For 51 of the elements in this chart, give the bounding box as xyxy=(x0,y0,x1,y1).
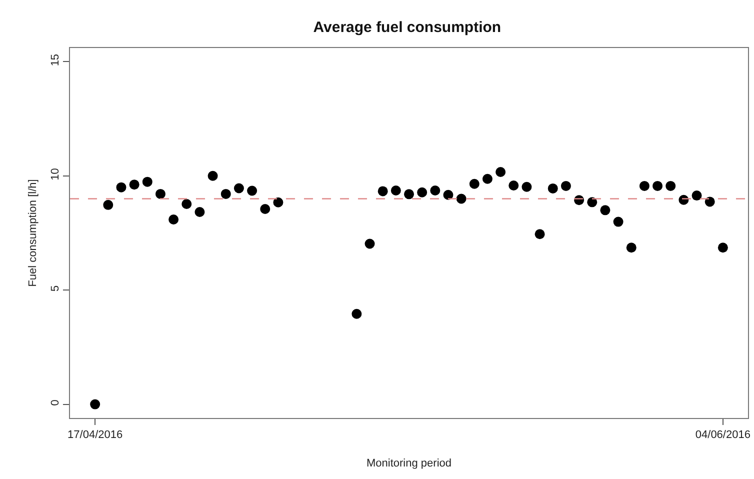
point xyxy=(182,198,192,209)
point xyxy=(587,197,598,208)
point xyxy=(456,194,466,204)
y-tick-label: 0 xyxy=(50,400,62,406)
point xyxy=(142,176,152,187)
point xyxy=(718,242,728,253)
point xyxy=(116,182,126,192)
point xyxy=(103,200,114,210)
point xyxy=(378,186,388,196)
point xyxy=(666,180,676,191)
point xyxy=(652,180,663,191)
point xyxy=(534,229,545,240)
point xyxy=(168,214,179,225)
point xyxy=(247,186,258,196)
point xyxy=(600,205,610,216)
x-axis-title: Monitoring period xyxy=(366,457,452,470)
y-axis-title: Fuel consumption [l/h] xyxy=(27,179,40,287)
point xyxy=(129,180,140,190)
point xyxy=(443,190,454,200)
point xyxy=(234,183,244,194)
point xyxy=(508,180,519,190)
point xyxy=(352,308,362,319)
point xyxy=(390,186,401,196)
point xyxy=(522,182,532,192)
point xyxy=(560,180,571,191)
point xyxy=(704,196,715,207)
point xyxy=(155,188,166,199)
point xyxy=(208,170,218,181)
point xyxy=(469,178,480,189)
point xyxy=(548,183,558,194)
point xyxy=(260,204,270,214)
chart-title: Average fuel consumption xyxy=(313,19,502,36)
point xyxy=(692,190,702,201)
point xyxy=(496,167,506,178)
point xyxy=(194,206,205,217)
point xyxy=(273,197,284,208)
x-tick-label: 04/06/2016 xyxy=(695,429,750,442)
point xyxy=(90,399,100,410)
point xyxy=(220,188,231,199)
x-tick-label: 17/04/2016 xyxy=(68,429,123,442)
y-tick-label: 10 xyxy=(50,168,62,180)
point xyxy=(430,186,440,196)
y-tick-label: 5 xyxy=(50,285,62,292)
y-tick-label: 15 xyxy=(50,54,62,66)
point xyxy=(404,189,414,200)
point xyxy=(417,187,428,198)
point xyxy=(364,238,375,249)
point xyxy=(482,174,492,184)
point xyxy=(639,180,650,191)
point xyxy=(613,216,624,227)
point xyxy=(626,242,636,253)
